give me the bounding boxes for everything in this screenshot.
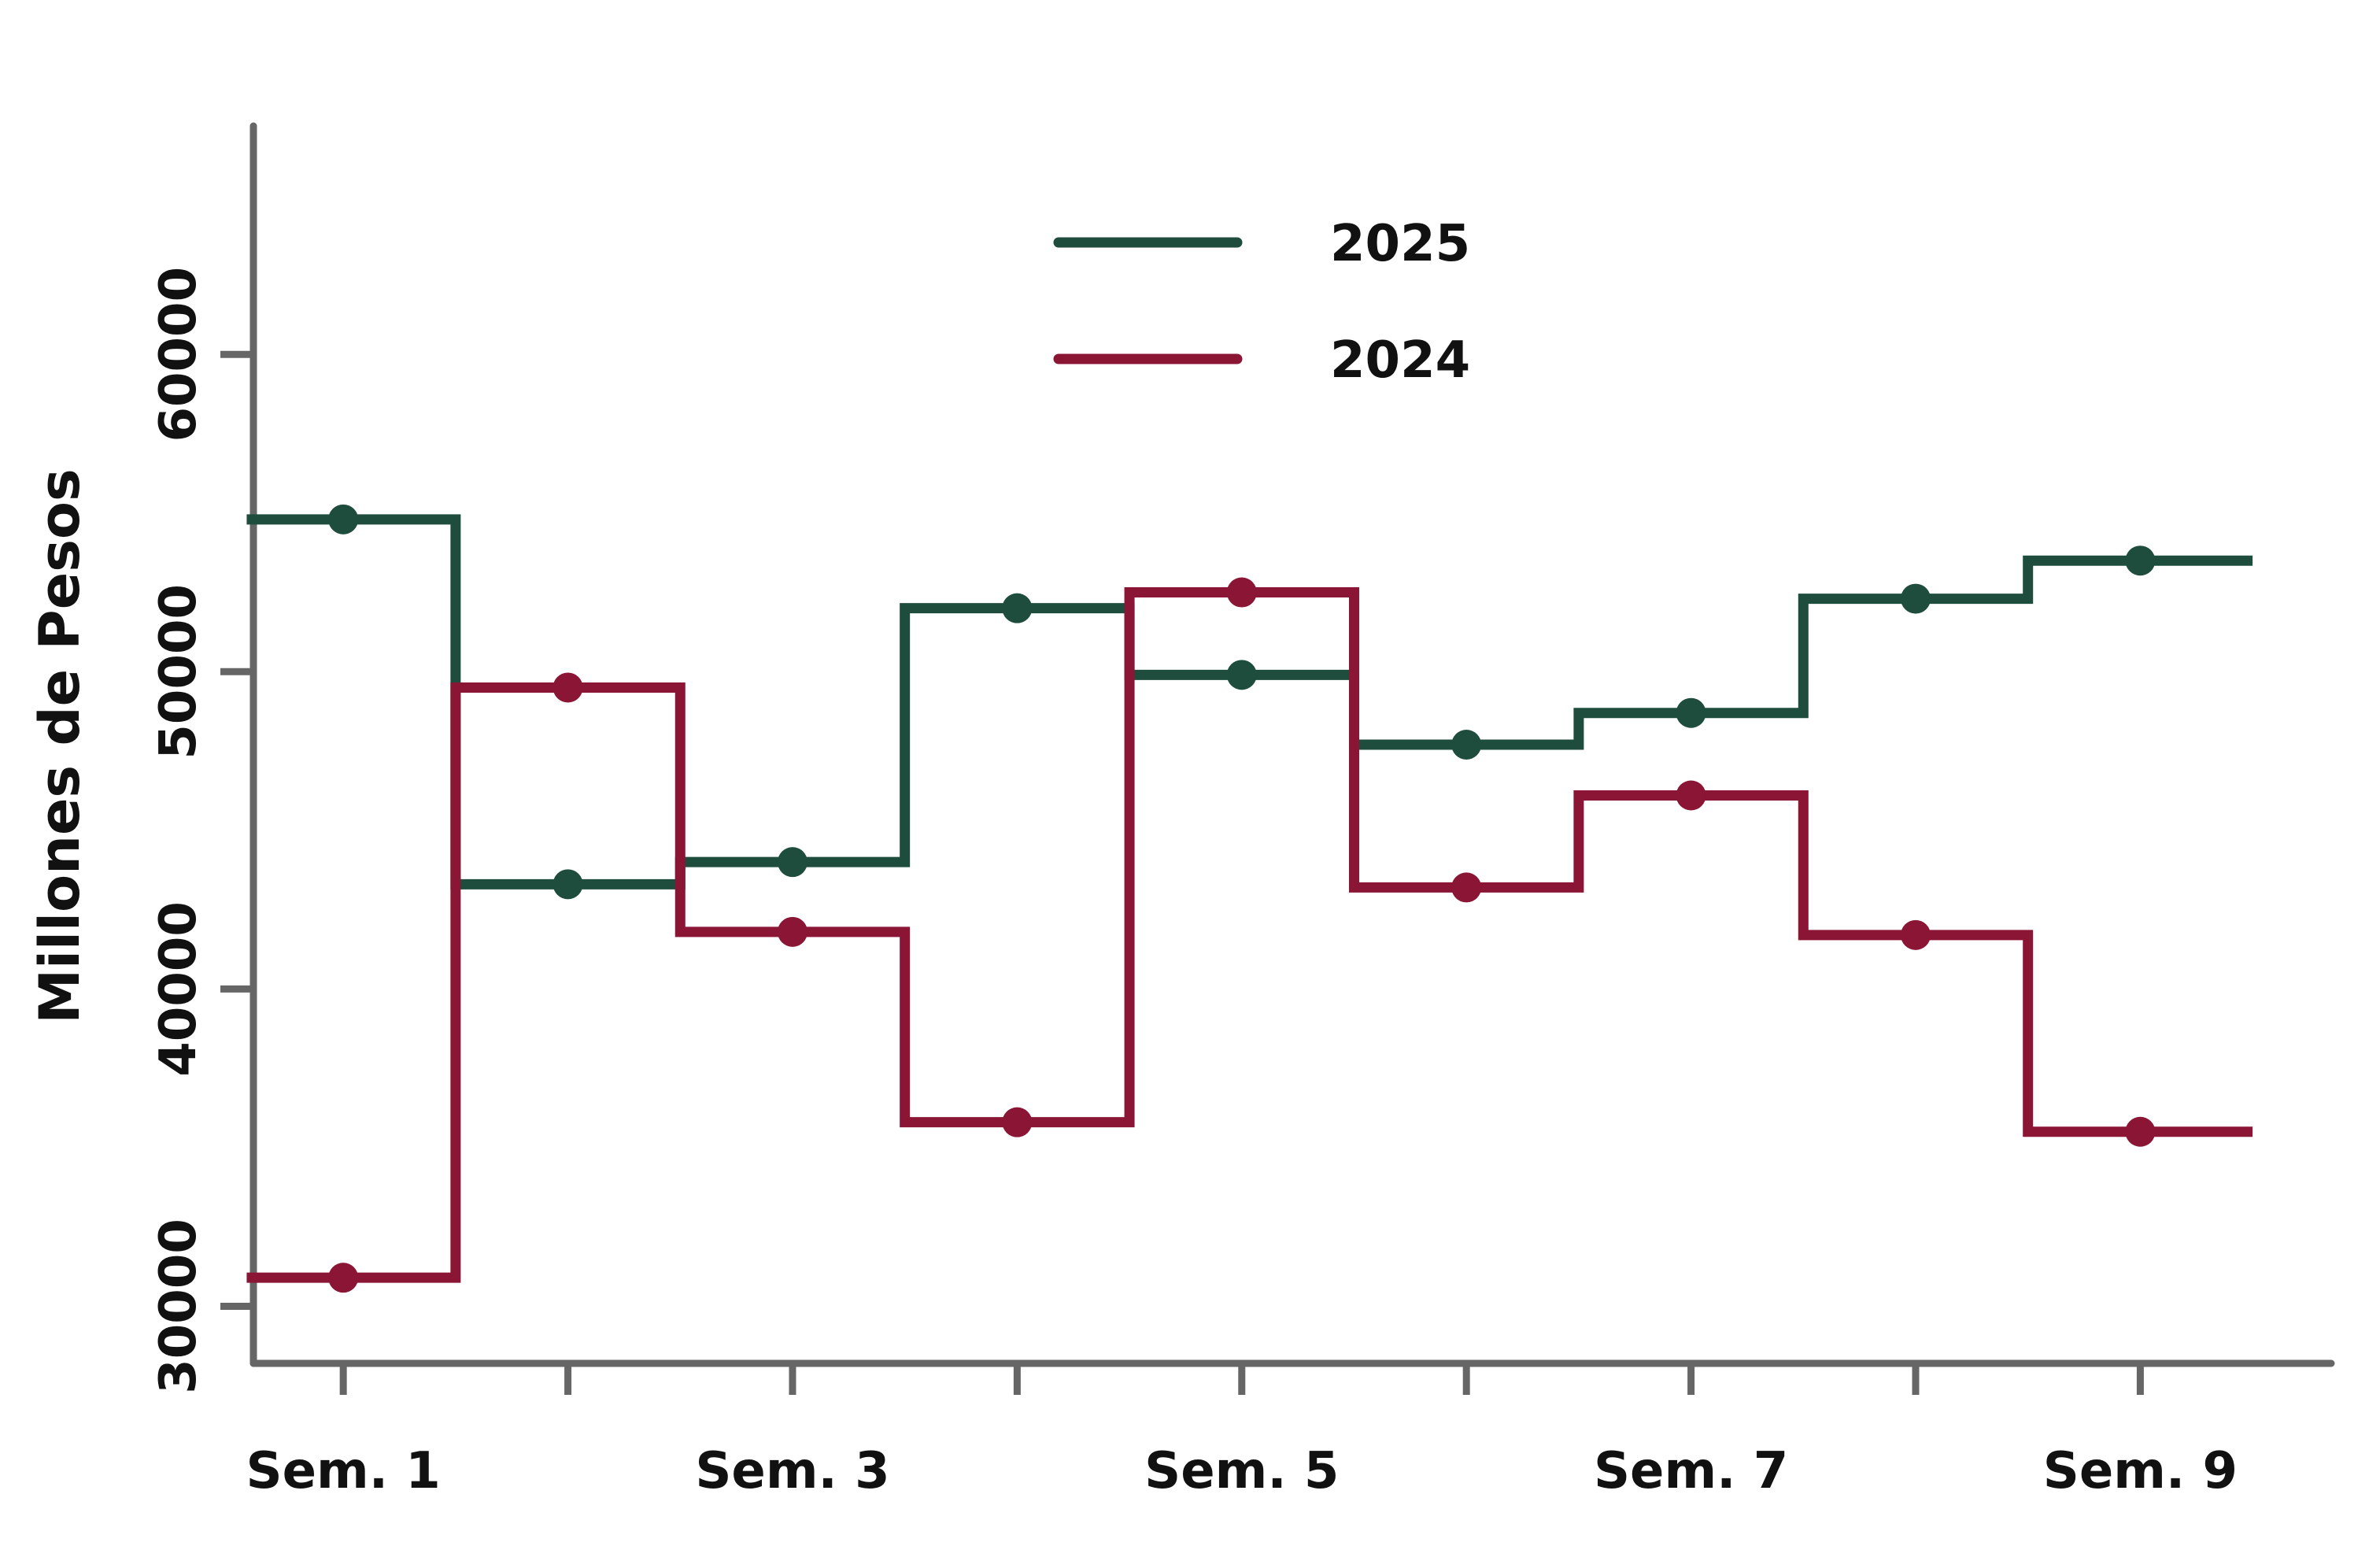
- series-2024-point: [1002, 1107, 1033, 1137]
- x-axis-ticks: Sem. 1 Sem. 3 Sem. 5 Sem. 7 Sem. 9: [246, 1363, 2238, 1500]
- series-2024-point: [2125, 1116, 2156, 1147]
- series-2024-point: [1901, 919, 1931, 950]
- series-2025-point: [1226, 660, 1257, 690]
- series-layer: [246, 504, 2253, 1293]
- y-axis-title: Millones de Pesos: [28, 468, 92, 1023]
- y-axis-ticks: 30000 40000 50000 60000: [150, 267, 253, 1394]
- series-2025-point: [1002, 593, 1033, 623]
- y-tick-label: 40000: [150, 901, 208, 1077]
- y-tick-label: 60000: [150, 267, 208, 442]
- axes: [249, 122, 2335, 1367]
- series-2025-line: [246, 514, 2253, 890]
- legend-label-2024: 2024: [1330, 331, 1470, 390]
- series-2024-point: [1676, 780, 1706, 811]
- x-tick-label: Sem. 5: [1144, 1442, 1339, 1500]
- legend: 2025 2024: [1053, 215, 1470, 390]
- series-2024-point: [1226, 577, 1257, 608]
- series-2024-point: [1451, 872, 1482, 903]
- x-tick-label: Sem. 7: [1594, 1442, 1788, 1500]
- y-tick-label: 50000: [150, 584, 208, 760]
- legend-label-2025: 2025: [1330, 215, 1470, 273]
- series-2025-point: [777, 847, 808, 878]
- x-tick-label: Sem. 1: [246, 1442, 441, 1500]
- series-2025-point: [552, 869, 583, 900]
- x-tick-label: Sem. 3: [695, 1442, 889, 1500]
- y-tick-label: 30000: [150, 1219, 208, 1394]
- series-2024-point: [328, 1263, 359, 1293]
- series-2024-line: [246, 587, 2253, 1283]
- series-2025-point: [2125, 546, 2156, 576]
- series-2025-point: [1676, 697, 1706, 728]
- series-2024-point: [777, 916, 808, 947]
- series-2024-point: [552, 672, 583, 703]
- series-2025-point: [328, 504, 359, 534]
- series-2025-point: [1451, 730, 1482, 760]
- x-tick-label: Sem. 9: [2043, 1442, 2238, 1500]
- series-2025-point: [1901, 583, 1931, 614]
